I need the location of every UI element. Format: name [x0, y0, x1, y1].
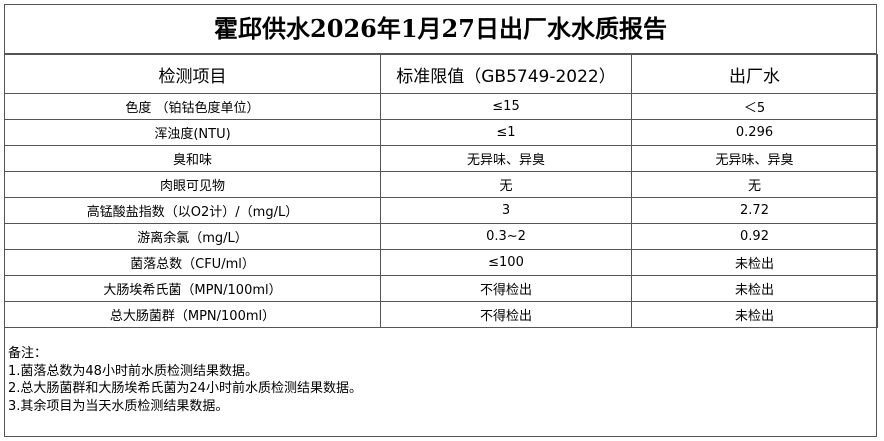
standard-cell: 不得检出	[380, 301, 632, 328]
header-item: 检测项目	[4, 54, 381, 94]
item-cell: 总大肠菌群（MPN/100ml）	[4, 301, 381, 328]
standard-cell: 不得检出	[380, 275, 632, 302]
item-cell: 游离余氯（mg/L）	[4, 223, 381, 250]
table-row: 菌落总数（CFU/ml） ≤100 未检出	[4, 249, 878, 276]
result-cell: 0.92	[631, 223, 878, 250]
result-cell: 未检出	[631, 275, 878, 302]
item-cell: 肉眼可见物	[4, 171, 381, 198]
result-cell: 无	[631, 171, 878, 198]
table-row: 浑浊度(NTU) ≤1 0.296	[4, 119, 878, 146]
item-cell: 大肠埃希氏菌（MPN/100ml）	[4, 275, 381, 302]
note-1: 1.菌落总数为48小时前水质检测结果数据。	[8, 363, 258, 379]
quality-table: 检测项目 标准限值（GB5749-2022） 出厂水 色度 （铂钴色度单位） ≤1…	[4, 54, 878, 328]
report-title: 霍邱供水2026年1月27日出厂水水质报告	[4, 4, 877, 54]
note-3: 3.其余项目为当天水质检测结果数据。	[8, 398, 229, 414]
standard-cell: 3	[380, 197, 632, 224]
item-cell: 臭和味	[4, 145, 381, 172]
result-cell: 无异味、异臭	[631, 145, 878, 172]
standard-cell: 无异味、异臭	[380, 145, 632, 172]
result-cell: 未检出	[631, 249, 878, 276]
header-standard: 标准限值（GB5749-2022）	[380, 54, 632, 94]
table-row: 肉眼可见物无无	[4, 171, 878, 198]
standard-cell: ≤100	[380, 249, 632, 276]
standard-cell: 无	[380, 171, 632, 198]
table-row: 高锰酸盐指数（以O2计）/（mg/L） 3 2.72	[4, 197, 878, 224]
table-row: 大肠埃希氏菌（MPN/100ml） 不得检出 未检出	[4, 275, 878, 302]
item-cell: 菌落总数（CFU/ml）	[4, 249, 381, 276]
note-2: 2.总大肠菌群和大肠埃希氏菌为24小时前水质检测结果数据。	[8, 381, 362, 396]
item-cell: 浑浊度(NTU)	[4, 119, 381, 146]
standard-cell: 0.3~2	[380, 223, 632, 250]
standard-cell: ≤15	[380, 93, 632, 120]
notes: 备注： 1.菌落总数为48小时前水质检测结果数据。 2.总大肠菌群和大肠埃希氏菌…	[8, 345, 362, 415]
result-cell: ＜5	[631, 93, 878, 120]
table-row: 游离余氯（mg/L） 0.3~2 0.92	[4, 223, 878, 250]
item-cell: 高锰酸盐指数（以O2计）/（mg/L）	[4, 197, 381, 224]
notes-label: 备注：	[8, 346, 48, 361]
item-cell: 色度 （铂钴色度单位）	[4, 93, 381, 120]
result-cell: 0.296	[631, 119, 878, 146]
table-row: 色度 （铂钴色度单位） ≤15 ＜5	[4, 93, 878, 120]
result-cell: 未检出	[631, 301, 878, 328]
table-row: 总大肠菌群（MPN/100ml） 不得检出 未检出	[4, 301, 878, 328]
header-result: 出厂水	[631, 54, 878, 94]
standard-cell: ≤1	[380, 119, 632, 146]
result-cell: 2.72	[631, 197, 878, 224]
header-row: 检测项目 标准限值（GB5749-2022） 出厂水	[4, 54, 878, 94]
table-row: 臭和味 无异味、异臭 无异味、异臭	[4, 145, 878, 172]
